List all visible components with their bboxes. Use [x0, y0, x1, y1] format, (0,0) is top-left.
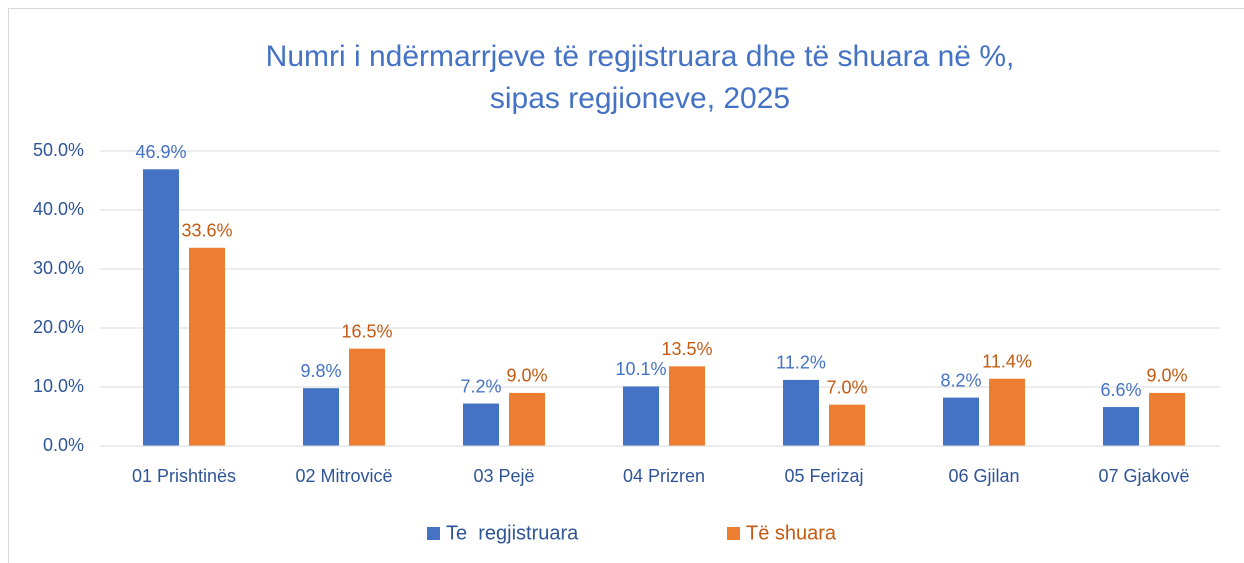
x-tick-label: 04 Prizren [623, 466, 705, 486]
bar [463, 403, 499, 446]
data-label: 6.6% [1100, 380, 1141, 400]
data-label: 9.0% [1146, 366, 1187, 386]
bar [669, 366, 705, 446]
data-label: 9.8% [300, 361, 341, 381]
x-tick-label: 07 Gjakovë [1098, 466, 1189, 486]
y-tick-label: 50.0% [33, 140, 84, 160]
chart-frame [8, 8, 1244, 563]
data-label: 7.0% [826, 377, 867, 397]
bar [623, 386, 659, 446]
legend-swatch [727, 527, 740, 540]
data-label: 10.1% [615, 359, 666, 379]
y-tick-label: 20.0% [33, 317, 84, 337]
bar [143, 169, 179, 447]
bar [303, 388, 339, 446]
bar [1149, 392, 1185, 446]
data-label: 46.9% [135, 142, 186, 162]
data-label: 11.4% [982, 351, 1032, 371]
bar [783, 379, 819, 446]
bar [349, 348, 385, 446]
bar [509, 392, 545, 446]
legend-label: Të shuara [746, 522, 837, 544]
y-tick-label: 30.0% [33, 258, 84, 278]
bar [943, 397, 979, 446]
legend-label: Te regjistruara [446, 522, 579, 544]
data-label: 13.5% [661, 339, 712, 359]
chart-title: sipas regjioneve, 2025 [490, 82, 790, 115]
data-label: 8.2% [940, 370, 981, 390]
bar [1103, 407, 1139, 446]
data-label: 9.0% [506, 366, 547, 386]
x-tick-label: 01 Prishtinës [132, 466, 236, 486]
legend-swatch [427, 527, 440, 540]
y-tick-label: 0.0% [43, 435, 84, 455]
y-tick-label: 10.0% [33, 376, 84, 396]
x-tick-label: 05 Ferizaj [784, 466, 863, 486]
data-label: 16.5% [341, 321, 392, 341]
data-label: 7.2% [460, 376, 501, 396]
x-tick-label: 03 Pejë [473, 466, 534, 486]
y-tick-label: 40.0% [33, 199, 84, 219]
x-tick-label: 02 Mitrovicë [295, 466, 392, 486]
chart-title: Numri i ndërmarrjeve të regjistruara dhe… [266, 40, 1015, 73]
data-label: 33.6% [181, 221, 232, 241]
bar [189, 247, 225, 446]
bar [829, 404, 865, 446]
bar [989, 378, 1025, 446]
x-tick-label: 06 Gjilan [948, 466, 1019, 486]
data-label: 11.2% [776, 353, 826, 373]
